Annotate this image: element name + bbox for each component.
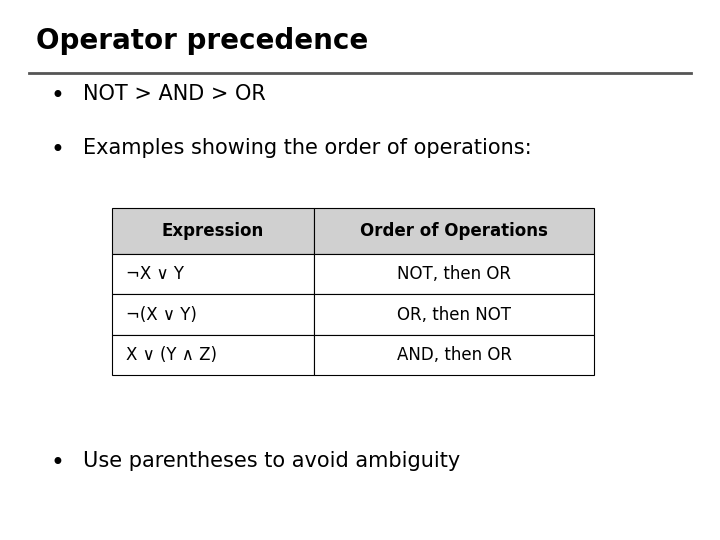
Text: Use parentheses to avoid ambiguity: Use parentheses to avoid ambiguity (83, 451, 460, 471)
Text: AND, then OR: AND, then OR (397, 346, 512, 364)
Text: •: • (50, 138, 64, 161)
FancyBboxPatch shape (112, 254, 314, 294)
Text: Order of Operations: Order of Operations (360, 222, 548, 240)
Text: Examples showing the order of operations:: Examples showing the order of operations… (83, 138, 531, 158)
Text: X ∨ (Y ∧ Z): X ∨ (Y ∧ Z) (126, 346, 217, 364)
Text: OR, then NOT: OR, then NOT (397, 306, 511, 323)
Text: ¬(X ∨ Y): ¬(X ∨ Y) (126, 306, 197, 323)
Text: Expression: Expression (162, 222, 264, 240)
Text: •: • (50, 451, 64, 475)
FancyBboxPatch shape (314, 208, 594, 254)
Text: NOT, then OR: NOT, then OR (397, 265, 511, 283)
Text: NOT > AND > OR: NOT > AND > OR (83, 84, 266, 104)
FancyBboxPatch shape (112, 294, 314, 335)
FancyBboxPatch shape (112, 335, 314, 375)
FancyBboxPatch shape (314, 254, 594, 294)
Text: •: • (50, 84, 64, 107)
FancyBboxPatch shape (314, 294, 594, 335)
Text: ¬X ∨ Y: ¬X ∨ Y (126, 265, 184, 283)
FancyBboxPatch shape (112, 208, 314, 254)
Text: Operator precedence: Operator precedence (36, 27, 368, 55)
FancyBboxPatch shape (314, 335, 594, 375)
